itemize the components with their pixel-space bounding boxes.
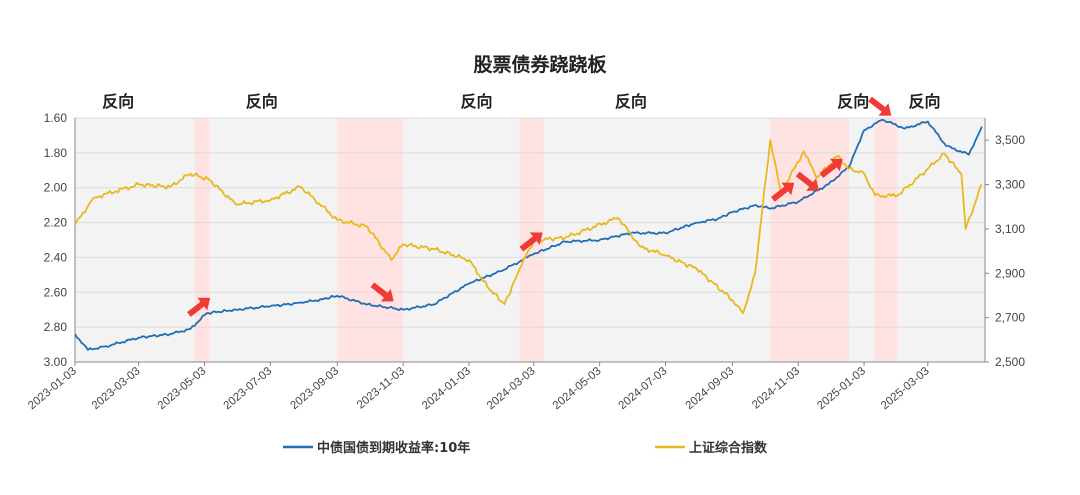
x-tick-7: 2024-03-03 bbox=[485, 365, 538, 412]
arrow-0 bbox=[187, 297, 211, 317]
y-left-tick-1: 1.80 bbox=[44, 146, 68, 160]
shaded-region-4 bbox=[874, 118, 898, 362]
x-tick-0: 2023-01-03 bbox=[26, 365, 79, 412]
y-left-tick-4: 2.40 bbox=[44, 250, 68, 264]
shaded-region-1 bbox=[337, 118, 404, 362]
series-lines bbox=[74, 118, 983, 351]
x-tick-1: 2023-03-03 bbox=[90, 365, 143, 412]
x-tick-11: 2024-11-03 bbox=[750, 365, 802, 411]
chart-title: 股票债券跷跷板 bbox=[473, 53, 607, 76]
arrow-shape-0 bbox=[187, 297, 211, 317]
x-tick-9: 2024-07-03 bbox=[617, 365, 670, 412]
arrow-5 bbox=[819, 158, 843, 178]
arrow-shape-1 bbox=[370, 282, 394, 302]
annotation-label-5: 反向 bbox=[909, 92, 941, 111]
annotation-label-4: 反向 bbox=[837, 92, 869, 111]
y-right-tick-1: 2,700 bbox=[995, 311, 1025, 325]
y-left-tick-6: 2.80 bbox=[44, 320, 68, 334]
y-left-tick-0: 1.60 bbox=[44, 111, 68, 125]
annotation-labels: 反向 反向 反向 反向 反向 反向 bbox=[102, 92, 940, 111]
x-tick-12: 2025-01-03 bbox=[815, 365, 868, 412]
y-left-tick-3: 2.20 bbox=[44, 216, 68, 230]
annotation-label-0: 反向 bbox=[102, 92, 134, 111]
y-left-tick-2: 2.00 bbox=[44, 181, 68, 195]
y-right-tick-4: 3,300 bbox=[995, 178, 1025, 192]
x-tick-4: 2023-09-03 bbox=[288, 365, 341, 412]
y-right-tick-0: 2,500 bbox=[995, 355, 1025, 369]
x-tick-8: 2024-05-03 bbox=[551, 365, 604, 412]
arrows bbox=[187, 96, 892, 317]
shaded-region-0 bbox=[194, 118, 210, 362]
arrow-shape-3 bbox=[771, 182, 795, 202]
x-tick-6: 2024-01-03 bbox=[420, 365, 473, 412]
arrow-shape-2 bbox=[519, 232, 543, 252]
annotation-label-3: 反向 bbox=[615, 92, 647, 111]
legend-label-yield: 中债国债到期收益率:10年 bbox=[317, 440, 470, 456]
arrow-1 bbox=[370, 282, 394, 302]
arrow-2 bbox=[519, 232, 543, 252]
annotation-label-2: 反向 bbox=[461, 92, 493, 111]
arrow-shape-4 bbox=[795, 171, 819, 191]
legend: 中债国债到期收益率:10年 上证综合指数 bbox=[283, 440, 768, 456]
arrow-shape-6 bbox=[868, 96, 892, 116]
y-right-tick-5: 3,500 bbox=[995, 133, 1025, 147]
y-right-tick-2: 2,900 bbox=[995, 266, 1025, 280]
y-left-tick-7: 3.00 bbox=[44, 355, 68, 369]
series-line-1 bbox=[74, 139, 983, 315]
legend-label-index: 上证综合指数 bbox=[689, 440, 768, 456]
x-tick-13: 2025-03-03 bbox=[879, 365, 932, 412]
arrow-3 bbox=[771, 182, 795, 202]
y-left-tick-5: 2.60 bbox=[44, 285, 68, 299]
arrow-4 bbox=[795, 171, 819, 191]
annotation-label-1: 反向 bbox=[246, 92, 278, 111]
arrow-6 bbox=[868, 96, 892, 116]
shaded-region-3 bbox=[770, 118, 849, 362]
y-right-tick-3: 3,100 bbox=[995, 222, 1025, 236]
x-tick-10: 2024-09-03 bbox=[684, 365, 737, 412]
series-line-0 bbox=[74, 118, 983, 351]
x-tick-2: 2023-05-03 bbox=[156, 365, 209, 412]
x-tick-5: 2023-11-03 bbox=[355, 365, 407, 411]
x-tick-3: 2023-07-03 bbox=[222, 365, 275, 412]
arrow-shape-5 bbox=[819, 158, 843, 178]
